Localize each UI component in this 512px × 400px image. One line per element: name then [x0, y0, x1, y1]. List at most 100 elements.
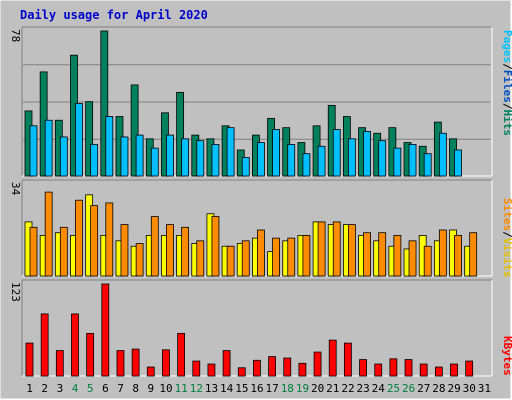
bar-kbytes-27	[419, 363, 428, 377]
bar-kbytes-15	[237, 367, 246, 377]
bar-files-3	[59, 136, 68, 177]
legend-sep1: /	[501, 63, 512, 70]
legend-kbytes: KBytes	[501, 336, 512, 376]
bar-files-18	[287, 143, 296, 177]
bar-kbytes-11	[177, 332, 186, 377]
bar-sites-13	[211, 216, 220, 277]
bar-kbytes-8	[131, 348, 140, 377]
bar-sites-22	[347, 224, 356, 277]
legend-sites: Sites	[501, 198, 512, 231]
day-label-17: 17	[266, 382, 279, 395]
day-label-10: 10	[159, 382, 172, 395]
day-label-6: 6	[102, 382, 109, 395]
day-label-4: 4	[72, 382, 79, 395]
bar-files-6	[105, 116, 114, 177]
day-label-30: 30	[463, 382, 476, 395]
bar-files-24	[378, 140, 387, 177]
bar-kbytes-1	[25, 342, 34, 377]
bar-sites-30	[469, 232, 478, 277]
bar-files-9	[150, 147, 159, 177]
day-label-2: 2	[41, 382, 48, 395]
bar-files-4	[75, 103, 83, 177]
legend-sep3: /	[501, 231, 512, 238]
bar-sites-16	[257, 229, 265, 277]
bar-files-12	[196, 140, 205, 177]
bar-kbytes-20	[313, 351, 322, 377]
day-label-14: 14	[220, 382, 234, 395]
day-label-27: 27	[417, 382, 430, 395]
day-label-11: 11	[175, 382, 188, 395]
bar-kbytes-18	[283, 357, 292, 377]
bar-files-11	[181, 138, 190, 177]
bar-hits-6	[100, 30, 109, 177]
bar-sites-19	[302, 235, 311, 277]
bar-files-22	[347, 138, 356, 177]
bar-kbytes-25	[389, 358, 398, 377]
bar-sites-7	[120, 224, 129, 277]
bar-files-14	[226, 127, 235, 177]
day-label-23: 23	[357, 382, 370, 395]
bar-kbytes-30	[465, 360, 474, 377]
legend-bottom: KBytes	[501, 336, 512, 376]
bar-kbytes-3	[55, 350, 64, 377]
bar-sites-21	[332, 221, 341, 277]
bar-files-28	[438, 132, 447, 177]
bar-files-26	[408, 143, 417, 177]
day-label-26: 26	[402, 382, 415, 395]
bar-sites-3	[59, 226, 68, 277]
bar-files-20	[317, 145, 326, 177]
bar-kbytes-21	[328, 339, 337, 377]
bar-files-16	[257, 142, 265, 177]
bar-kbytes-2	[40, 313, 49, 377]
day-label-31: 31	[478, 382, 491, 395]
bar-kbytes-4	[71, 313, 79, 377]
bar-sites-9	[150, 216, 159, 277]
bar-files-15	[241, 157, 250, 177]
day-label-28: 28	[432, 382, 445, 395]
day-label-9: 9	[148, 382, 155, 395]
bar-files-8	[135, 134, 144, 177]
bar-sites-4	[75, 199, 83, 277]
bar-kbytes-22	[343, 342, 352, 377]
bar-files-7	[120, 136, 129, 177]
bar-sites-23	[363, 232, 371, 277]
bar-sites-14	[226, 245, 235, 277]
bar-sites-6	[105, 202, 114, 277]
bar-sites-28	[438, 229, 447, 277]
bar-sites-8	[135, 243, 144, 277]
day-label-18: 18	[281, 382, 294, 395]
bar-kbytes-24	[374, 363, 383, 377]
bar-kbytes-28	[434, 366, 443, 377]
bar-kbytes-19	[298, 362, 307, 377]
legend-middle: Sites/Visits	[501, 198, 512, 278]
legend-files: Files	[501, 70, 512, 103]
bar-sites-25	[393, 235, 402, 277]
legend-visits: Visits	[501, 238, 512, 278]
bar-sites-29	[454, 235, 462, 277]
day-label-16: 16	[250, 382, 263, 395]
bar-sites-5	[90, 205, 99, 277]
bar-kbytes-5	[86, 332, 95, 377]
day-label-29: 29	[447, 382, 460, 395]
day-label-3: 3	[57, 382, 64, 395]
bar-files-10	[166, 134, 174, 177]
legend-hits: Hits	[501, 110, 512, 137]
day-label-19: 19	[296, 382, 309, 395]
day-label-13: 13	[205, 382, 218, 395]
bar-kbytes-7	[116, 350, 125, 377]
bar-kbytes-16	[253, 359, 261, 377]
bar-files-5	[90, 143, 99, 177]
bar-kbytes-12	[192, 360, 201, 377]
bar-sites-2	[44, 191, 53, 277]
day-label-1: 1	[26, 382, 33, 395]
day-label-21: 21	[326, 382, 339, 395]
day-label-24: 24	[372, 382, 386, 395]
day-label-8: 8	[132, 382, 139, 395]
legend-pages: Pages	[501, 30, 512, 63]
bar-kbytes-14	[222, 350, 231, 377]
legend-top: Pages/Files/Hits	[501, 30, 512, 136]
bar-kbytes-10	[162, 349, 170, 377]
bar-kbytes-17	[268, 356, 276, 377]
bar-files-29	[454, 149, 462, 177]
